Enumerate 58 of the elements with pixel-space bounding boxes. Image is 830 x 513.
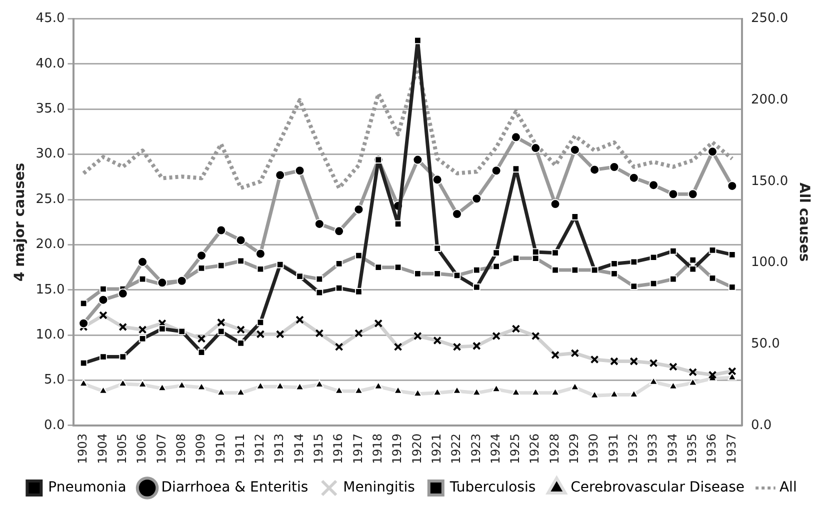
x-tick-label: 1931 bbox=[606, 433, 620, 464]
legend-label: All bbox=[779, 480, 797, 496]
y-tick-label: 0.0 bbox=[44, 418, 65, 433]
y-axis-title: 4 major causes bbox=[12, 162, 28, 282]
y2-tick-label: 200.0 bbox=[750, 92, 788, 108]
x-tick-label: 1932 bbox=[626, 433, 640, 464]
y2-tick-label: 250.0 bbox=[750, 11, 788, 26]
x-tick-label: 1906 bbox=[134, 433, 149, 464]
x-tick-label: 1920 bbox=[410, 433, 424, 464]
x-tick-label: 1935 bbox=[684, 433, 699, 464]
legend-label: Tuberculosis bbox=[448, 480, 536, 496]
y2-axis-title: All causes bbox=[796, 182, 812, 262]
x-tick-label: 1903 bbox=[76, 433, 90, 464]
x-tick-label: 1923 bbox=[468, 433, 483, 464]
y-tick-label: 20.0 bbox=[36, 237, 65, 252]
y-tick-label: 45.0 bbox=[36, 11, 65, 26]
y-tick-label: 30.0 bbox=[36, 146, 65, 162]
x-tick-label: 1913 bbox=[272, 433, 286, 464]
x-tick-label: 1914 bbox=[292, 433, 306, 464]
x-tick-label: 1908 bbox=[174, 433, 188, 464]
y-tick-label: 25.0 bbox=[36, 192, 65, 207]
y-tick-label: 10.0 bbox=[36, 327, 65, 342]
y2-tick-label: 0.0 bbox=[750, 418, 772, 433]
x-tick-label: 1919 bbox=[390, 433, 404, 464]
x-tick-label: 1915 bbox=[312, 433, 326, 464]
y2-tick-label: 100.0 bbox=[750, 255, 788, 270]
y-tick-label: 5.0 bbox=[44, 372, 65, 388]
legend-label: Diarrhoea & Enteritis bbox=[161, 480, 308, 496]
x-tick-label: 1916 bbox=[331, 433, 346, 464]
x-tick-label: 1907 bbox=[154, 433, 168, 464]
x-tick-label: 1936 bbox=[704, 433, 719, 464]
y-tick-label: 40.0 bbox=[36, 56, 65, 72]
x-tick-label: 1929 bbox=[567, 433, 582, 464]
legend-label: Pneumonia bbox=[48, 480, 126, 496]
x-tick-label: 1910 bbox=[213, 433, 228, 464]
x-tick-label: 1917 bbox=[350, 433, 365, 464]
x-tick-label: 1937 bbox=[724, 433, 738, 464]
y2-tick-label: 150.0 bbox=[750, 174, 788, 189]
x-tick-label: 1925 bbox=[508, 433, 522, 464]
x-tick-label: 1928 bbox=[547, 433, 562, 464]
x-tick-label: 1921 bbox=[429, 433, 444, 464]
y2-tick-label: 50.0 bbox=[750, 336, 780, 352]
x-tick-label: 1933 bbox=[646, 433, 660, 464]
x-tick-label: 1924 bbox=[488, 433, 502, 464]
x-tick-label: 1930 bbox=[586, 433, 601, 464]
x-tick-label: 1904 bbox=[95, 433, 110, 464]
legend-label: Cerebrovascular Disease bbox=[570, 480, 744, 496]
x-tick-label: 1912 bbox=[252, 433, 267, 464]
y-tick-label: 35.0 bbox=[36, 102, 65, 117]
x-tick-label: 1922 bbox=[449, 433, 464, 464]
legend-label: Meningitis bbox=[343, 480, 415, 496]
x-tick-label: 1918 bbox=[370, 433, 385, 464]
x-tick-label: 1911 bbox=[232, 433, 247, 464]
x-tick-label: 1905 bbox=[115, 433, 130, 464]
y-tick-label: 15.0 bbox=[36, 282, 65, 298]
x-tick-label: 1934 bbox=[665, 433, 680, 464]
x-tick-label: 1926 bbox=[528, 433, 542, 464]
x-tick-label: 1909 bbox=[194, 433, 208, 464]
